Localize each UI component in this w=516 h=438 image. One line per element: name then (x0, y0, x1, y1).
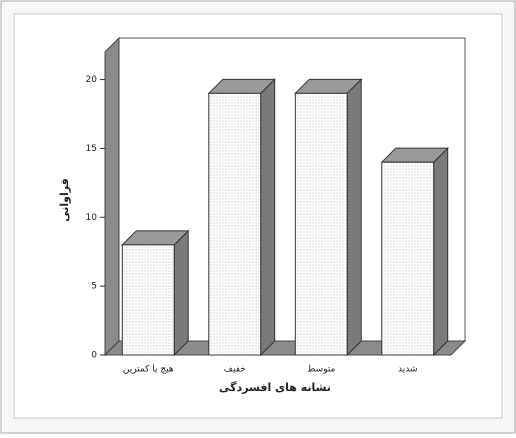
bar-side (173, 229, 189, 357)
y-tick-label: 10 (86, 213, 98, 223)
bar (208, 92, 262, 356)
bar (381, 161, 435, 356)
x-tick-label: متوسط (307, 365, 335, 375)
bar (294, 92, 348, 356)
x-tick-label: خفیف (224, 365, 246, 375)
y-axis-title: فراوانی (58, 178, 71, 222)
y-tick-label: 15 (86, 144, 97, 154)
bar (121, 244, 175, 356)
x-axis-title: نشانه های افسردگی (219, 381, 331, 394)
y-tick-label: 0 (91, 351, 97, 361)
y-tick-label: 20 (86, 75, 98, 85)
bar-side (433, 146, 449, 357)
x-tick-label: شدید (398, 365, 418, 375)
bar-side (260, 78, 276, 357)
bar-side (346, 78, 362, 357)
left-wall (104, 36, 120, 357)
y-tick-label: 5 (91, 282, 97, 292)
x-tick-label: هیچ یا کمترین (123, 365, 174, 375)
